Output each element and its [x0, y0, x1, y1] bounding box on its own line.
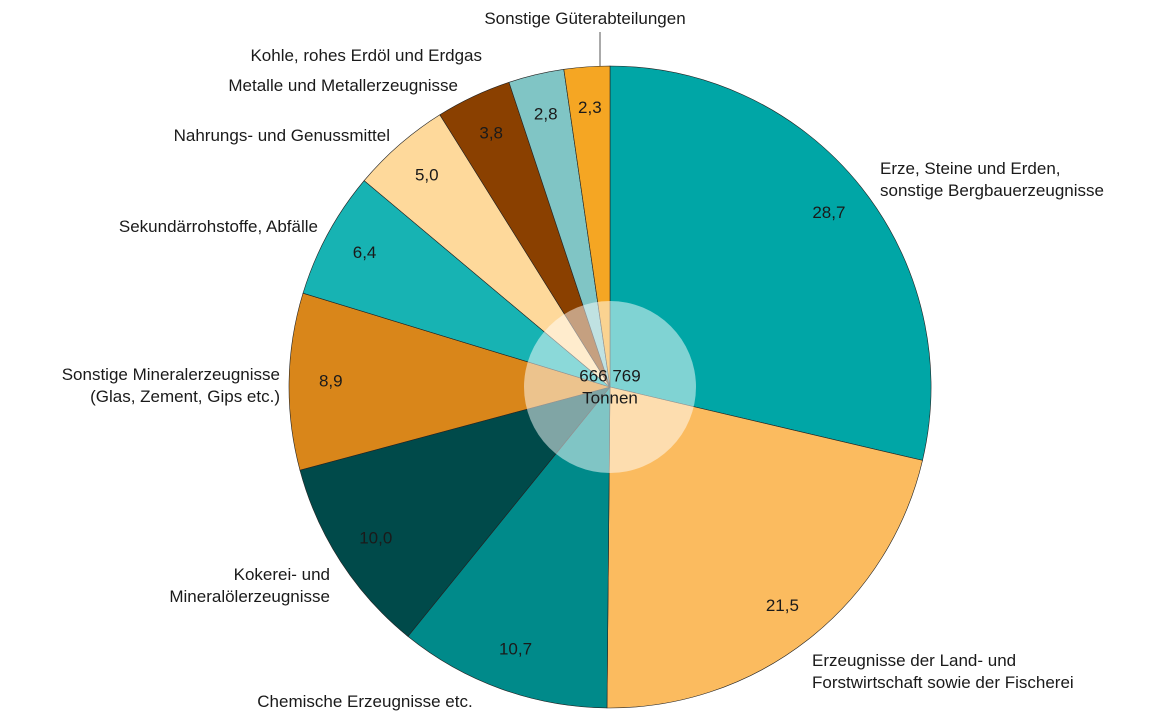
category-label: Kohle, rohes Erdöl und Erdgas	[250, 46, 482, 65]
value-label: 2,3	[578, 98, 602, 117]
pie-slice	[302, 180, 611, 388]
category-label-line: Kohle, rohes Erdöl und Erdgas	[250, 46, 482, 65]
category-label: Chemische Erzeugnisse etc.	[257, 692, 472, 711]
category-label-line: Sonstige Mineralerzeugnisse	[62, 365, 280, 384]
center-overlay	[524, 301, 696, 473]
category-label-line: Sekundärrohstoffe, Abfälle	[119, 217, 318, 236]
category-label: Sonstige Mineralerzeugnisse (Glas, Zement…	[62, 365, 280, 406]
category-label-line: sonstige Bergbauerzeugnisse	[880, 181, 1104, 200]
category-label-line: Nahrungs- und Genussmittel	[174, 126, 390, 145]
category-label-line: Erzeugnisse der Land- und	[812, 651, 1016, 670]
category-label: Erzeugnisse der Land- und Forstwirtschaft…	[812, 651, 1074, 692]
value-label: 5,0	[415, 166, 439, 185]
value-label: 10,7	[499, 639, 532, 658]
category-label: Kokerei- und Mineralölerzeugnisse	[169, 565, 330, 606]
category-label-line: Mineralölerzeugnisse	[169, 587, 330, 606]
category-label: Sekundärrohstoffe, Abfälle	[119, 217, 318, 236]
category-label-line: Forstwirtschaft sowie der Fischerei	[812, 673, 1074, 692]
category-label-line: Metalle und Metallerzeugnisse	[228, 76, 458, 95]
value-label: 28,7	[812, 203, 845, 222]
category-label-line: Erze, Steine und Erden,	[880, 159, 1061, 178]
category-label: Nahrungs- und Genussmittel	[174, 126, 390, 145]
center-text: 666 769	[579, 366, 640, 385]
pie-slice	[407, 386, 611, 709]
category-label-line: Kokerei- und	[234, 565, 330, 584]
pie-slice	[606, 386, 923, 709]
category-label: Erze, Steine und Erden, sonstige Bergbaue…	[880, 159, 1104, 200]
pie-slice	[299, 386, 611, 637]
center-text: Tonnen	[582, 388, 638, 407]
value-label: 3,8	[479, 124, 503, 143]
category-label-line: Chemische Erzeugnisse etc.	[257, 692, 472, 711]
pie-slice	[288, 292, 612, 471]
value-label: 21,5	[766, 596, 799, 615]
value-label: 10,0	[359, 529, 392, 548]
value-label: 6,4	[353, 243, 377, 262]
category-label-line: (Glas, Zement, Gips etc.)	[90, 387, 280, 406]
value-label: 2,8	[534, 105, 558, 124]
category-label: Metalle und Metallerzeugnisse	[228, 76, 458, 95]
category-label: Sonstige Güterabteilungen	[484, 9, 685, 28]
category-label-line: Sonstige Güterabteilungen	[484, 9, 685, 28]
value-label: 8,9	[319, 372, 343, 391]
